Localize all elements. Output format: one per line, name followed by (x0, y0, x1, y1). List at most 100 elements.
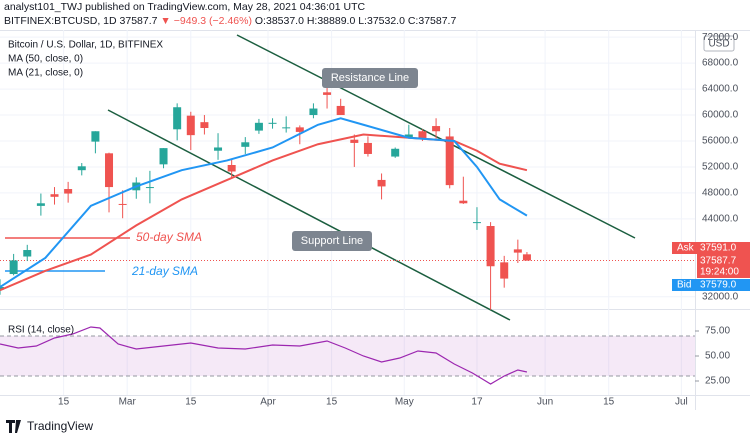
x-tick-label: Jun (537, 397, 553, 408)
candle-body (268, 122, 277, 124)
x-tick-label: 15 (603, 397, 615, 408)
symbol: BITFINEX:BTCUSD, 1D 37587.7 ▼ −949.3 (−2… (4, 15, 456, 27)
candle-body (50, 194, 59, 197)
line (0, 133, 528, 292)
line (0, 326, 528, 385)
candle-body (227, 165, 236, 172)
x-tick-label: Apr (260, 397, 276, 408)
candle-body (105, 153, 114, 188)
candle-body (472, 222, 481, 224)
callout-box (322, 68, 418, 88)
candle-body (241, 142, 250, 147)
currency-box (703, 35, 735, 52)
x-tick-label: 15 (185, 397, 197, 408)
callout: Support Line (301, 235, 363, 247)
candle-body (350, 139, 359, 143)
candle-body (159, 148, 168, 165)
published: analyst101_TWJ published on TradingView.… (4, 1, 366, 13)
y-tick-label: 32000.0 (702, 291, 739, 302)
y-tick-label: 72000.0 (702, 32, 739, 43)
x-tick-label: May (395, 397, 414, 408)
x-tick-label: 15 (326, 397, 338, 408)
candle-body (445, 136, 454, 186)
ask-box (672, 242, 750, 254)
candle-body (214, 147, 223, 151)
candle-body (64, 189, 73, 194)
bid: 37579.0 (700, 280, 737, 291)
candle-body (363, 142, 372, 154)
candle-body (23, 250, 32, 257)
last-box (697, 254, 750, 278)
x-tick-label: Jul (675, 397, 688, 408)
callout: Resistance Line (331, 72, 409, 84)
candle-body (404, 134, 413, 138)
line (0, 117, 528, 288)
ma-label: 21-day SMA (131, 264, 198, 278)
y-tick-label: 56000.0 (702, 136, 739, 147)
brand: TradingView (27, 419, 93, 433)
change: ▼ −949.3 (−2.46%) (160, 15, 252, 27)
candle-body (9, 260, 18, 275)
legend: MA (21, close, 0) (8, 68, 83, 79)
countdown: 19:24:00 (700, 267, 739, 278)
candle-body (522, 254, 531, 261)
candle-body (173, 107, 182, 130)
last: 37587.7 (700, 256, 737, 267)
candle-body (254, 122, 263, 131)
rsi-band (0, 336, 695, 376)
ohlc: O:38537.0 H:38889.0 L:37532.0 C:37587.7 (255, 15, 457, 27)
symbol: BITFINEX:BTCUSD, 1D (4, 15, 117, 27)
candle-body (391, 148, 400, 157)
y-tick-label: 60000.0 (702, 110, 739, 121)
rsi-tick-label: 50.00 (705, 351, 730, 362)
plot (0, 83, 695, 385)
candle-body (282, 127, 291, 129)
candle-body (418, 131, 427, 139)
rsi-tick-label: 25.00 (705, 376, 730, 387)
bid-box (672, 279, 750, 291)
callout-box (292, 231, 372, 251)
candle-body (377, 179, 386, 187)
candle-body (336, 105, 345, 116)
candle-body (77, 166, 86, 171)
candle-body (295, 127, 304, 132)
x-tick-label: 15 (58, 397, 70, 408)
candle-body (36, 203, 45, 206)
candle-body (323, 92, 332, 95)
legend: RSI (14, close) (8, 325, 74, 336)
candle-body (513, 249, 522, 253)
logo (6, 420, 21, 433)
y-tick-label: 64000.0 (702, 84, 739, 95)
trend-line (107, 109, 511, 321)
currency: USD (708, 39, 729, 50)
y-tick-label: 68000.0 (702, 58, 739, 69)
rsi-tick-label: 75.00 (705, 326, 730, 337)
last: 37587.7 (120, 15, 158, 27)
candle-body (118, 203, 127, 205)
candle-body (186, 115, 195, 136)
x-tick-label: Mar (119, 397, 137, 408)
ma-label: 50-day SMA (136, 230, 202, 244)
callouts: Resistance Line Support Line 50-day SMA … (131, 68, 418, 278)
y-tick-label: 44000.0 (702, 214, 739, 225)
ask-title: Ask (677, 243, 695, 254)
header: analyst101_TWJ published on TradingView.… (4, 1, 735, 336)
y-tick-label: 48000.0 (702, 188, 739, 199)
candle-body (432, 126, 441, 132)
legend: MA (50, close, 0) (8, 54, 83, 65)
candle-body (309, 108, 318, 116)
x-tick-label: 17 (471, 397, 483, 408)
y-tick-label: 52000.0 (702, 162, 739, 173)
legend: Bitcoin / U.S. Dollar, 1D, BITFINEX (8, 40, 163, 51)
bid-title: Bid (677, 280, 691, 291)
candle-body (91, 131, 100, 142)
footer: TradingView (6, 419, 93, 433)
candle-body (200, 122, 209, 129)
candle-body (0, 287, 4, 290)
candle-body (459, 200, 468, 204)
candle-body (486, 226, 495, 267)
candle-body (145, 187, 154, 189)
candle-body (500, 262, 509, 279)
